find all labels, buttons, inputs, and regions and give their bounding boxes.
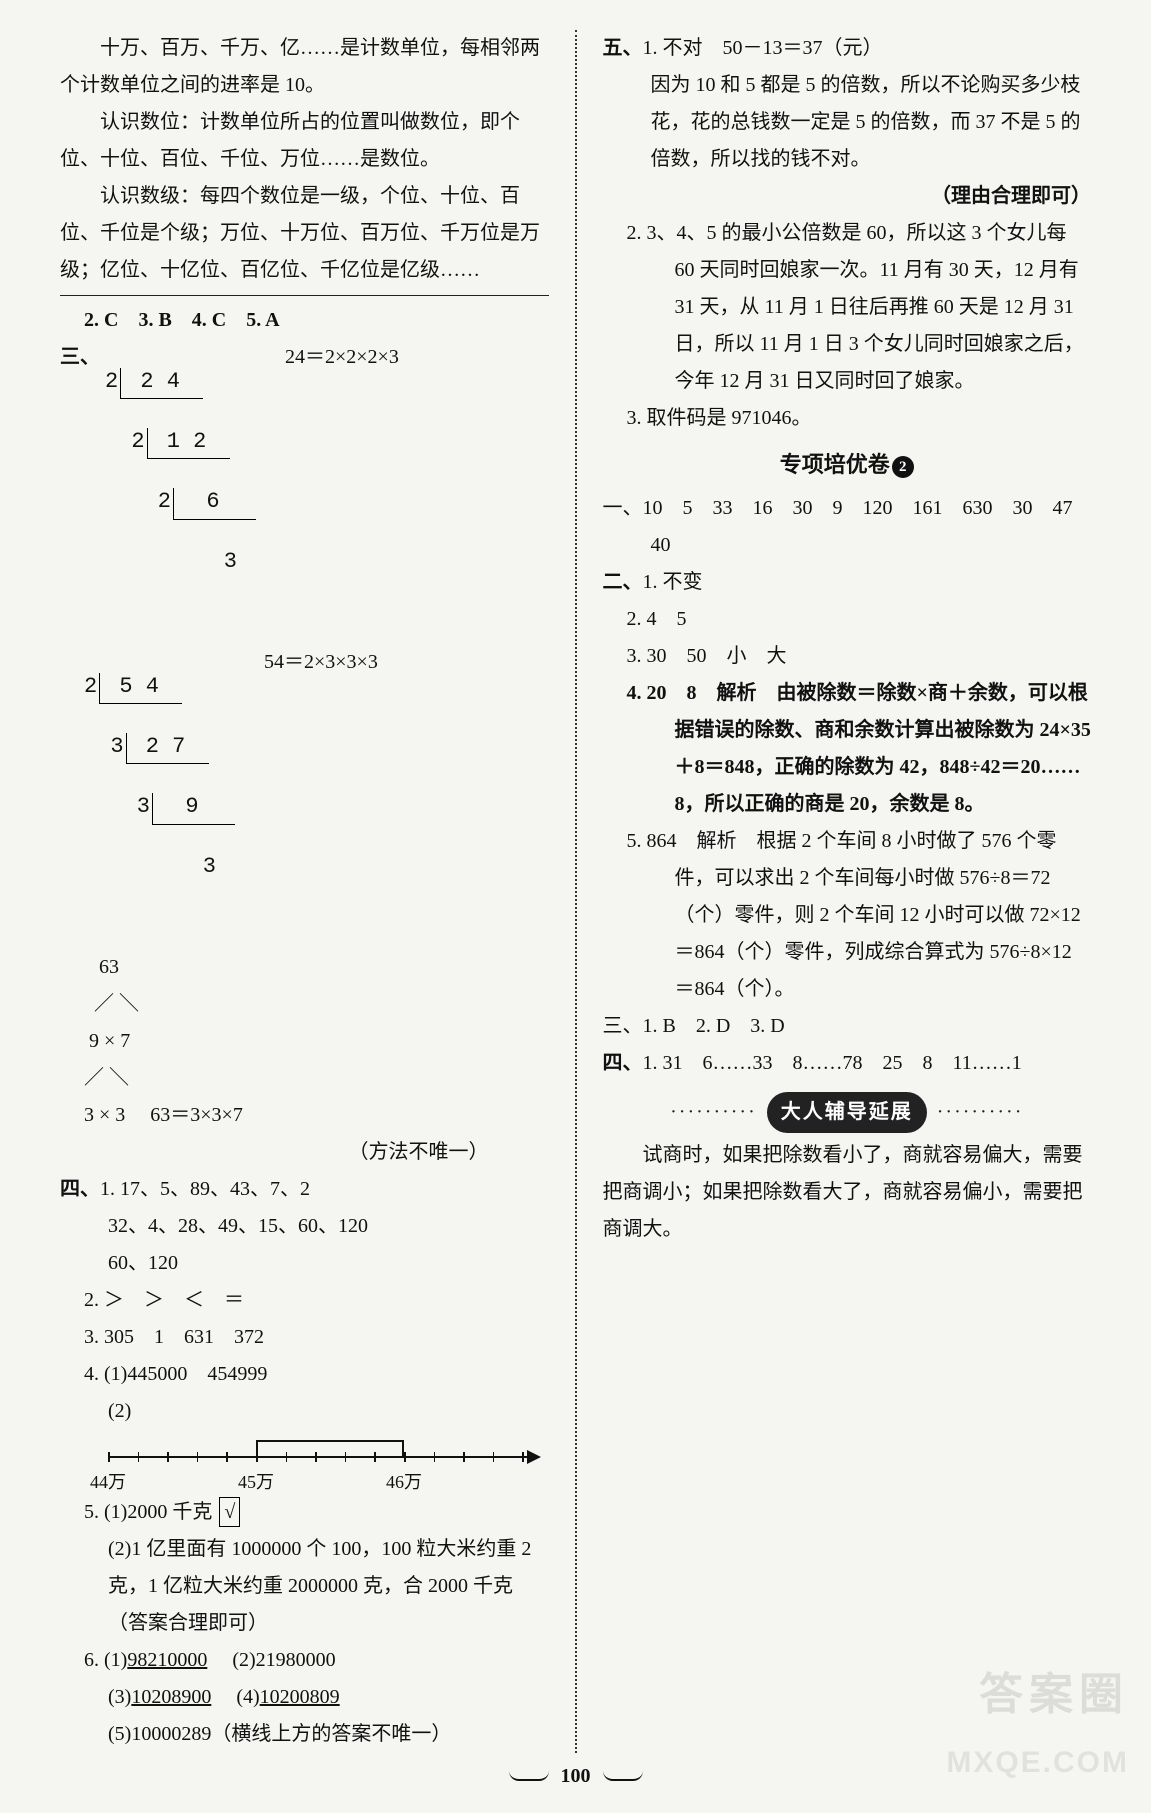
- nl-label-2: 46万: [386, 1466, 422, 1499]
- right-column: 五、1. 不对 50－13＝37（元） 因为 10 和 5 都是 5 的倍数，所…: [583, 30, 1112, 1753]
- section-title-2: 专项培优卷2: [603, 445, 1092, 486]
- left-column: 十万、百万、千万、亿……是计数单位，每相邻两个计数单位之间的进率是 10。 认识…: [40, 30, 569, 1753]
- four-1b: 32、4、28、49、15、60、120: [108, 1208, 549, 1245]
- four-6-5: (5)10000289（横线上方的答案不唯一）: [108, 1716, 549, 1753]
- four-5-2: (2)1 亿里面有 1000000 个 100，100 粒大米约重 2 克，1 …: [108, 1531, 549, 1642]
- circled-2: 2: [892, 456, 914, 478]
- four-2: 2. ＞ ＞ ＜ ＝: [84, 1282, 549, 1319]
- four-3: 3. 305 1 631 372: [84, 1319, 549, 1356]
- method-note: （方法不唯一）: [60, 1134, 549, 1171]
- dots-right: ··········: [937, 1094, 1024, 1131]
- tutor-tip: 试商时，如果把除数看小了，商就容易偏大，需要把商调小；如果把除数看大了，商就容易…: [603, 1137, 1092, 1248]
- r-two-5: 5. 864 解析 根据 2 个车间 8 小时做了 576 个零件，可以求出 2…: [627, 823, 1092, 1008]
- tree-63-eq: 63＝3×3×7: [150, 1104, 243, 1126]
- dots-left: ··········: [670, 1094, 757, 1131]
- watermark: 答案圈 MXQE.COM: [946, 1654, 1129, 1791]
- page: 十万、百万、千万、亿……是计数单位，每相邻两个计数单位之间的进率是 10。 认识…: [0, 0, 1151, 1813]
- nl-label-1: 45万: [238, 1466, 274, 1499]
- r-two-1: 二、1. 不变: [603, 564, 1092, 601]
- r-one: 一、10 5 33 16 30 9 120 161 630 30 47 40: [603, 490, 1092, 564]
- four-5-1: 5. (1)2000 千克 √: [84, 1494, 549, 1531]
- four-1a: 四、1. 17、5、89、43、7、2: [60, 1171, 549, 1208]
- four-4-2-label: (2): [108, 1393, 549, 1430]
- five-1c: （理由合理即可）: [603, 178, 1092, 215]
- intro-p1: 十万、百万、千万、亿……是计数单位，每相邻两个计数单位之间的进率是 10。: [60, 30, 549, 104]
- five-1a: 五、1. 不对 50－13＝37（元）: [603, 30, 1092, 67]
- intro-p3: 认识数级：每四个数位是一级，个位、十位、百位、千位是个级；万位、十万位、百万位、…: [60, 178, 549, 289]
- label-four: 四、: [60, 1178, 100, 1200]
- five-1b: 因为 10 和 5 都是 5 的倍数，所以不论购买多少枝花，花的总钱数一定是 5…: [651, 67, 1092, 178]
- ladder-24: 2 2 4 2 1 2 2 6 3: [105, 339, 256, 634]
- ladder-54: 2 5 4 3 2 7 3 9 3: [84, 644, 235, 939]
- four-6-line2: (3)10208900 (4)10200809: [108, 1679, 549, 1716]
- check-box: √: [219, 1497, 240, 1527]
- intro-p2: 认识数位：计数单位所占的位置叫做数位，即个位、十位、百位、千位、万位……是数位。: [60, 104, 549, 178]
- ladder-24-eq: 24＝2×2×2×3: [285, 346, 399, 368]
- answers-2-5: 2. C 3. B 4. C 5. A: [84, 302, 549, 339]
- nl-bracket: [256, 1440, 404, 1456]
- rule-line: [60, 295, 549, 296]
- nl-label-0: 44万: [90, 1466, 126, 1499]
- r-three: 三、1. B 2. D 3. D: [603, 1008, 1092, 1045]
- tree-63: 63 ／ ＼ 9 × 7 ／ ＼ 3 × 3: [84, 956, 139, 1126]
- five-2: 2. 3、4、5 的最小公倍数是 60，所以这 3 个女儿每 60 天同时回娘家…: [627, 215, 1092, 400]
- four-1c: 60、120: [108, 1245, 549, 1282]
- r-four-1: 四、1. 31 6……33 8……78 25 8 11……1: [603, 1045, 1092, 1082]
- ladder-54-wrap: 2 5 4 3 2 7 3 9 3 54＝2×3×3×3: [84, 644, 549, 939]
- r-two-2: 2. 4 5: [627, 601, 1092, 638]
- number-line: 44万 45万 46万: [108, 1434, 549, 1494]
- four-4-1: 4. (1)445000 454999: [84, 1356, 549, 1393]
- ladder-54-eq: 54＝2×3×3×3: [264, 651, 378, 673]
- tutor-banner: ·········· 大人辅导延展 ··········: [603, 1092, 1092, 1133]
- banner-pill: 大人辅导延展: [767, 1092, 927, 1133]
- column-divider: [575, 30, 577, 1753]
- section-three: 三、 2 2 4 2 1 2 2 6 3 24＝2×2×2×3: [60, 339, 549, 634]
- r-two-3: 3. 30 50 小 大: [627, 638, 1092, 675]
- four-6-line1: 6. (1)98210000 (2)21980000: [84, 1642, 549, 1679]
- label-three: 三、: [60, 346, 100, 368]
- tree-63-wrap: 63 ／ ＼ 9 × 7 ／ ＼ 3 × 3 63＝3×3×7: [84, 949, 549, 1134]
- five-3: 3. 取件码是 971046。: [627, 400, 1092, 437]
- r-two-4: 4. 20 8 解析 由被除数＝除数×商＋余数，可以根据错误的除数、商和余数计算…: [627, 675, 1092, 823]
